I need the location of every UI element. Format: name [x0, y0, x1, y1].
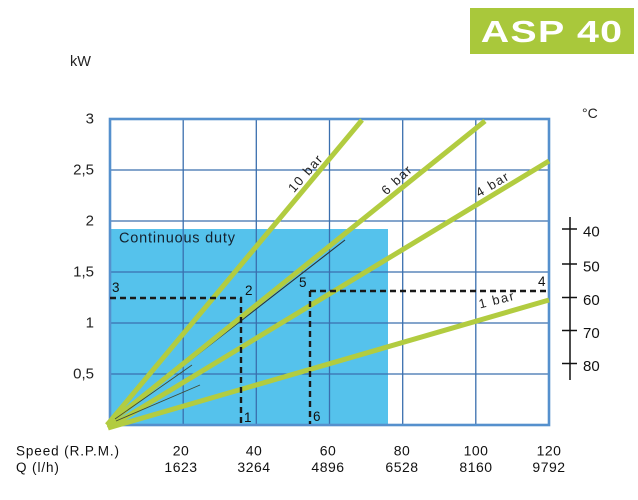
svg-text:40: 40 [246, 443, 263, 459]
svg-text:Speed (R.P.M.): Speed (R.P.M.) [16, 444, 120, 459]
svg-text:2: 2 [86, 213, 94, 230]
svg-text:80: 80 [583, 358, 600, 375]
svg-text:8160: 8160 [459, 459, 492, 475]
svg-text:0,5: 0,5 [73, 366, 94, 383]
svg-text:60: 60 [320, 443, 337, 459]
svg-text:1623: 1623 [164, 459, 197, 475]
svg-text:4896: 4896 [311, 459, 344, 475]
svg-text:1,5: 1,5 [73, 264, 94, 281]
svg-text:100: 100 [464, 443, 489, 459]
svg-text:3: 3 [112, 280, 120, 295]
svg-text:40: 40 [583, 224, 600, 241]
svg-text:80: 80 [394, 443, 411, 459]
svg-text:3: 3 [86, 111, 94, 128]
svg-text:6528: 6528 [385, 459, 418, 475]
svg-text:2: 2 [245, 283, 253, 298]
svg-text:9792: 9792 [532, 459, 565, 475]
svg-text:3264: 3264 [237, 459, 270, 475]
svg-text:Q (l/h): Q (l/h) [16, 460, 60, 475]
svg-text:1: 1 [244, 410, 252, 425]
svg-text:5: 5 [299, 275, 307, 290]
svg-text:120: 120 [537, 443, 562, 459]
svg-text:2,5: 2,5 [73, 162, 94, 179]
svg-text:Continuous duty: Continuous duty [119, 231, 236, 247]
svg-text:50: 50 [583, 259, 600, 276]
svg-text:°C: °C [582, 105, 598, 121]
svg-text:70: 70 [583, 325, 600, 342]
svg-text:4: 4 [538, 274, 546, 289]
svg-text:kW: kW [70, 54, 91, 70]
svg-text:6: 6 [313, 409, 321, 424]
svg-text:ASP 40: ASP 40 [481, 14, 624, 49]
svg-text:60: 60 [583, 292, 600, 309]
svg-text:20: 20 [173, 443, 190, 459]
svg-text:1: 1 [86, 315, 94, 332]
